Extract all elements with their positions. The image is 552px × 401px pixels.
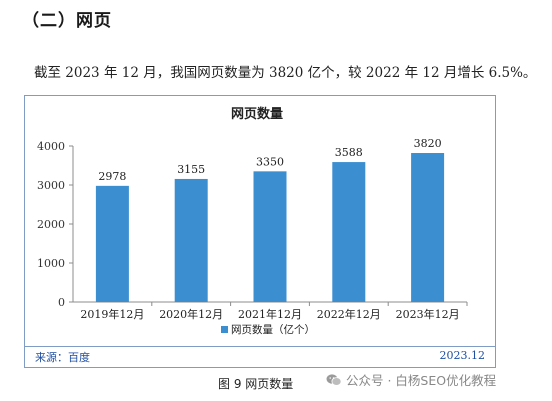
bar	[332, 162, 366, 302]
x-tick-label: 2021年12月	[238, 307, 302, 321]
bar	[411, 153, 445, 302]
section-title: （二）网页	[22, 11, 112, 31]
source-label: 来源：百度	[35, 351, 90, 364]
figure-caption: 图 9 网页数量	[218, 377, 294, 391]
wechat-icon	[326, 373, 342, 386]
bar-chart: 网页数量 0 1000 2000 3000 4000 2978 2019年12月 3155 20…	[37, 106, 468, 336]
y-tick-label: 4000	[37, 140, 65, 153]
bar	[95, 185, 129, 302]
source-bar: 来源：百度 2023.12	[25, 346, 495, 367]
x-tick-label: 2020年12月	[159, 307, 223, 321]
x-tick-label: 2023年12月	[396, 307, 460, 321]
watermark-text: 公众号 · 白杨SEO优化教程	[346, 373, 497, 388]
data-label: 3588	[335, 146, 363, 159]
x-tick-label: 2022年12月	[317, 307, 381, 321]
data-label: 3350	[256, 155, 284, 168]
y-tick-label: 1000	[37, 257, 65, 270]
x-tick-label: 2019年12月	[80, 307, 144, 321]
y-tick-label: 0	[58, 296, 65, 309]
watermark: 公众号 · 白杨SEO优化教程	[326, 370, 496, 389]
date-label: 2023.12	[439, 349, 486, 362]
bar	[174, 178, 208, 302]
chart-title: 网页数量	[231, 106, 283, 122]
summary-paragraph: 截至 2023 年 12 月，我国网页数量为 3820 亿个，较 2022 年 …	[34, 65, 537, 81]
y-tick-label: 2000	[37, 218, 65, 231]
legend-swatch	[221, 326, 228, 333]
data-label: 3820	[414, 137, 442, 150]
legend-label: 网页数量（亿个）	[231, 323, 315, 336]
bar	[253, 171, 287, 302]
data-label: 3155	[177, 163, 205, 176]
chart-frame: 网页数量 0 1000 2000 3000 4000 2978 2019年12月 3155 20…	[24, 95, 496, 368]
y-tick-label: 3000	[37, 179, 65, 192]
data-label: 2978	[98, 170, 126, 183]
